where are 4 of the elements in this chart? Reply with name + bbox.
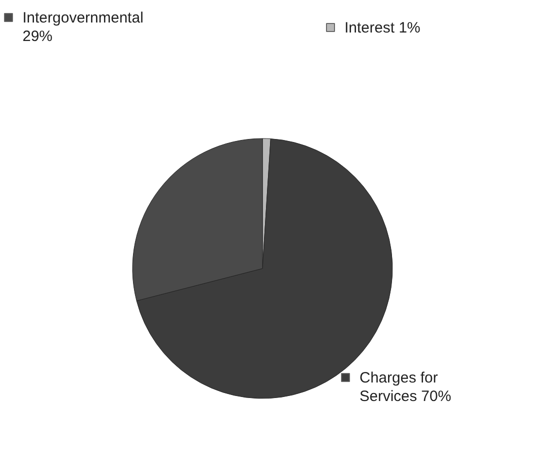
legend-label: Intergovernmental — [22, 10, 144, 26]
legend-label: Charges for Services 70% — [360, 370, 452, 406]
data-label: 29% — [22, 28, 53, 46]
legend-label: Interest 1% — [344, 20, 420, 36]
